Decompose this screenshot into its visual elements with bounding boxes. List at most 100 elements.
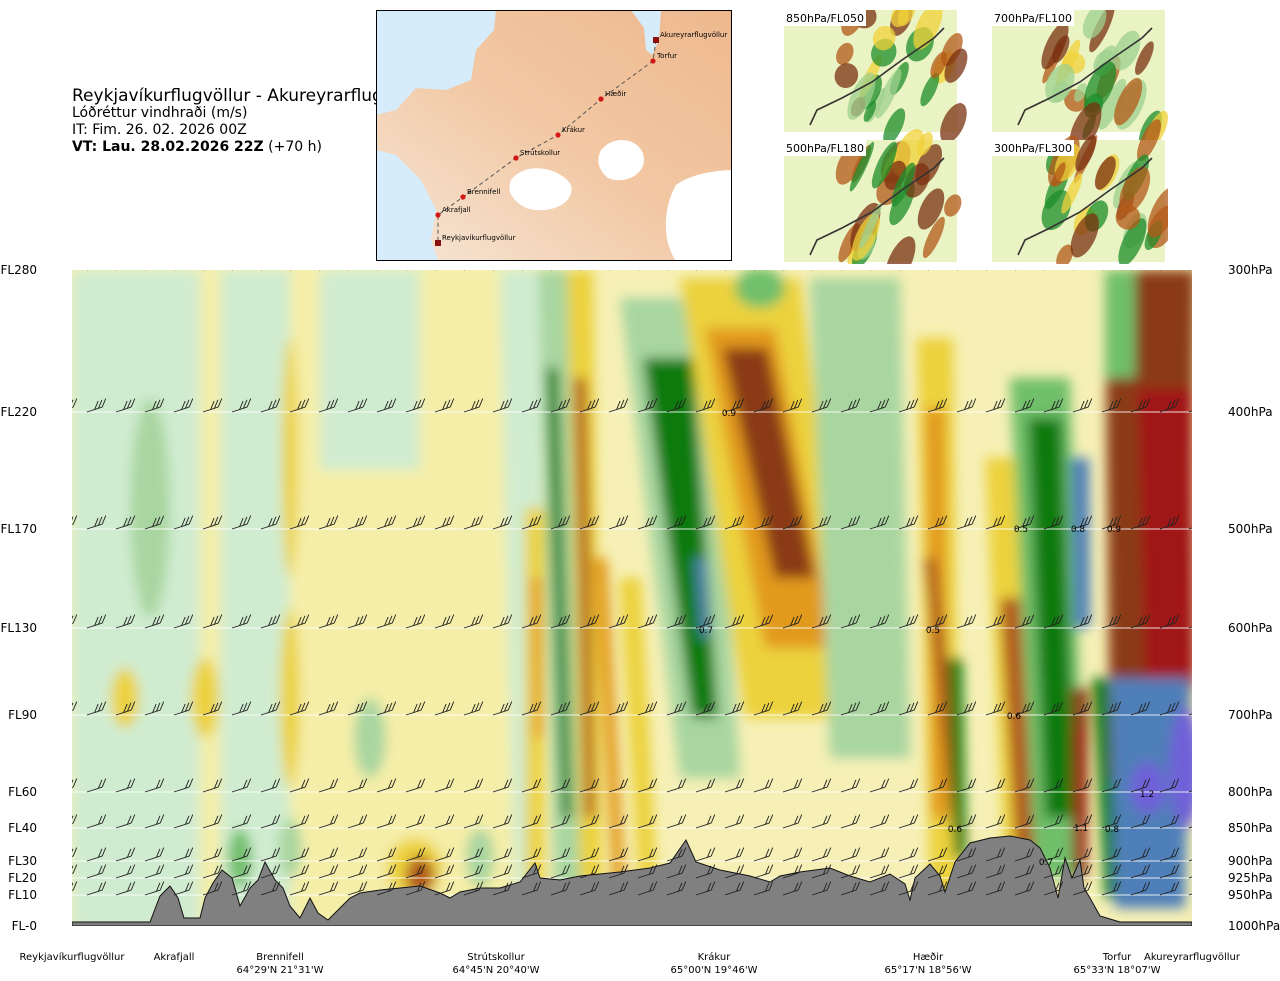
waypoint-name: Strútskollur xyxy=(467,951,525,963)
wind-barb xyxy=(260,614,281,629)
wind-barb xyxy=(724,864,745,879)
wind-barb xyxy=(1130,881,1151,896)
barb-flag xyxy=(590,516,596,526)
barb-flag xyxy=(826,864,832,874)
barb-staff xyxy=(608,523,625,530)
barb-flag xyxy=(938,815,944,825)
wind-barb xyxy=(985,614,1006,629)
thumbnail-blob xyxy=(1114,77,1143,126)
wind-barb xyxy=(724,701,745,716)
wind-barb xyxy=(608,614,629,629)
thumbnail-blob xyxy=(883,108,906,145)
barb-flag xyxy=(1194,518,1202,527)
pressure-level-label: 900hPa xyxy=(1228,854,1273,868)
wind-barb xyxy=(782,398,803,413)
wind-barb xyxy=(72,864,78,879)
barb-flag xyxy=(587,400,592,410)
zone-west-yellow xyxy=(200,270,220,926)
barb-flag xyxy=(735,516,741,526)
barb-staff xyxy=(463,872,480,879)
barb-flag xyxy=(1029,814,1035,824)
barb-flag xyxy=(619,865,625,875)
barb-flag xyxy=(1054,516,1060,526)
barb-flag xyxy=(652,701,658,711)
barb-flag xyxy=(822,779,828,789)
wind-barb xyxy=(898,515,919,530)
barb-flag xyxy=(1138,517,1143,527)
barb-flag xyxy=(242,848,248,858)
barb-flag xyxy=(1087,515,1093,525)
barb-flag xyxy=(324,259,332,268)
barb-staff xyxy=(579,523,596,530)
barb-flag xyxy=(1170,848,1176,858)
barb-flag xyxy=(623,701,629,711)
barb-staff xyxy=(173,889,190,896)
barb-staff xyxy=(1188,822,1192,829)
barb-flag xyxy=(681,847,687,857)
wind-barb xyxy=(956,398,977,413)
barb-staff xyxy=(1188,622,1192,629)
wind-barb xyxy=(579,701,600,716)
barb-flag xyxy=(416,779,422,789)
barb-flag xyxy=(304,614,310,624)
barb-staff xyxy=(1101,786,1118,793)
barb-flag xyxy=(797,515,803,525)
barb-flag xyxy=(851,399,857,409)
wind-barb xyxy=(753,614,774,629)
barb-flag xyxy=(1170,516,1176,526)
barb-flag xyxy=(275,515,281,525)
barb-staff xyxy=(492,855,509,862)
barb-staff xyxy=(927,523,944,530)
thumbnail-blob xyxy=(836,42,854,65)
flight-level-label: FL10 xyxy=(8,888,37,902)
barb-staff xyxy=(956,523,973,530)
barb-flag xyxy=(440,259,448,268)
barb-flag xyxy=(1174,515,1180,525)
barb-staff xyxy=(840,822,857,829)
barb-staff xyxy=(231,786,248,793)
barb-flag xyxy=(913,881,919,891)
barb-staff xyxy=(376,786,393,793)
barb-flag xyxy=(710,701,716,711)
wind-barb xyxy=(1159,515,1180,530)
barb-staff xyxy=(260,709,277,716)
barb-flag xyxy=(478,814,484,824)
barb-flag xyxy=(677,848,683,858)
wind-barb xyxy=(521,515,542,530)
barb-staff xyxy=(289,855,306,862)
barb-flag xyxy=(967,615,973,625)
barb-staff xyxy=(869,622,886,629)
barb-flag xyxy=(155,779,161,789)
barb-staff xyxy=(405,822,422,829)
wind-barb xyxy=(695,515,716,530)
barb-flag xyxy=(304,778,310,788)
barb-staff xyxy=(115,523,132,530)
barb-flag xyxy=(333,614,339,624)
map-waypoint-label: Reykjavíkurflugvöllur xyxy=(442,234,516,242)
barb-flag xyxy=(1109,703,1114,713)
barb-flag xyxy=(880,702,886,712)
wind-barb xyxy=(289,864,310,879)
barb-flag xyxy=(303,258,311,265)
barb-staff xyxy=(1159,622,1176,629)
barb-staff xyxy=(666,786,683,793)
map-waypoint-label: Strútskollur xyxy=(520,149,560,157)
barb-flag xyxy=(971,814,977,824)
wind-barb xyxy=(782,515,803,530)
barb-staff xyxy=(753,523,770,530)
thumbnail-route xyxy=(1017,27,1153,126)
barb-flag xyxy=(358,779,364,789)
wind-barb xyxy=(869,864,890,879)
barb-flag xyxy=(735,815,741,825)
barb-staff xyxy=(811,822,828,829)
pressure-level-label: 500hPa xyxy=(1228,522,1273,536)
barb-staff xyxy=(898,270,915,271)
barb-staff xyxy=(231,709,248,716)
barb-flag xyxy=(909,516,915,526)
barb-staff xyxy=(869,523,886,530)
barb-flag xyxy=(589,258,597,266)
wind-barb xyxy=(115,881,136,896)
down-band xyxy=(1028,418,1075,818)
barb-flag xyxy=(826,847,832,857)
barb-staff xyxy=(72,406,74,413)
